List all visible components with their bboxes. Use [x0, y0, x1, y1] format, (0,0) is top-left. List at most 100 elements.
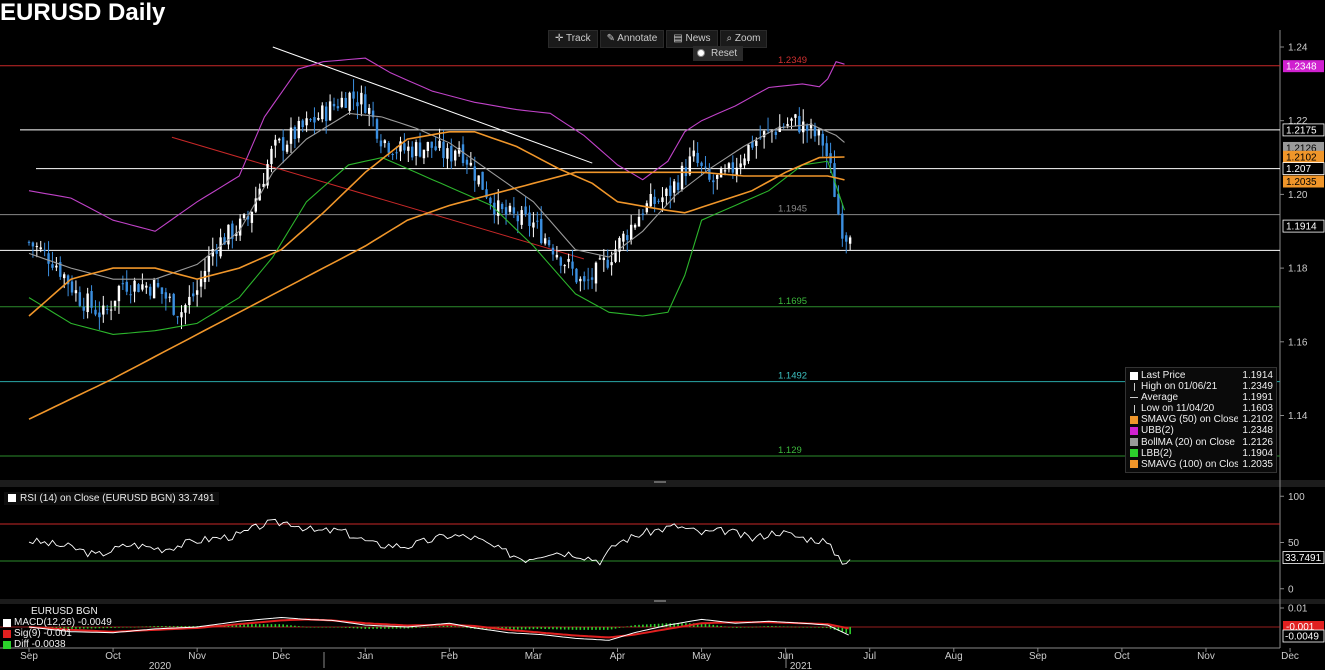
legend-value: 1.1904: [1242, 447, 1273, 459]
candle-body: [586, 279, 590, 281]
macd-histogram-bar: [720, 625, 722, 627]
macd-histogram-bar: [782, 626, 785, 627]
macd-histogram-bar: [657, 623, 660, 627]
macd-histogram-bar: [747, 627, 750, 628]
macd-histogram-bar: [55, 627, 58, 629]
legend-swatch: [1130, 449, 1138, 458]
rsi-tick-label: 0: [1288, 584, 1294, 595]
macd-histogram-bar: [372, 627, 374, 629]
candle-body: [528, 212, 531, 227]
legend-row: BollMA (20) on Close 1.2126: [1130, 437, 1273, 448]
candle-body: [262, 183, 265, 187]
candle-body: [106, 309, 109, 311]
macd-legend-row: MACD(12,26) -0.0049: [3, 617, 112, 628]
macd-histogram-bar: [532, 627, 535, 630]
candle-body: [117, 285, 121, 302]
legend-swatch: [1134, 382, 1135, 391]
legend-swatch: [1130, 415, 1138, 424]
level-label: 1.2349: [778, 55, 807, 66]
candle-body: [129, 294, 132, 296]
level-label: 1.129: [778, 445, 802, 456]
macd-histogram-bar: [71, 627, 73, 629]
macd-histogram-bar: [646, 624, 648, 627]
candle-body: [125, 281, 128, 292]
candle-body: [324, 106, 328, 122]
macd-histogram-bar: [509, 627, 511, 630]
candle-body: [207, 255, 211, 272]
candle-body: [571, 261, 574, 269]
macd-histogram-bar: [571, 627, 574, 630]
upper-bollinger-band-line: [28, 57, 845, 232]
candle-body: [82, 306, 85, 311]
y-tick-label: 1.24: [1288, 43, 1308, 54]
macd-histogram-bar: [317, 627, 320, 628]
macd-histogram-bar: [513, 627, 515, 630]
candle-body: [841, 213, 844, 239]
candle-body: [422, 149, 426, 159]
candle-body: [555, 254, 559, 258]
candle-body: [383, 140, 387, 144]
macd-histogram-bar: [333, 627, 335, 628]
x-tick-label: Nov: [188, 651, 206, 662]
candle-body: [645, 203, 649, 213]
macd-histogram-bar: [516, 627, 519, 630]
candle-body: [332, 103, 336, 107]
candle-body: [418, 142, 422, 157]
macd-histogram-bar: [341, 627, 343, 628]
candle-body: [285, 144, 289, 152]
macd-histogram-bar: [352, 627, 355, 629]
candle-body: [411, 146, 414, 158]
macd-histogram-bar: [278, 624, 281, 627]
candle-body: [845, 235, 848, 242]
candle-body: [223, 237, 226, 245]
macd-histogram-bar: [337, 627, 339, 628]
macd-histogram-bar: [583, 627, 586, 630]
legend-label: SMAVG (50) on Close: [1141, 414, 1239, 426]
track-button[interactable]: ✛ Track: [548, 30, 598, 48]
macd-histogram-bar: [118, 627, 120, 628]
candle-body: [508, 205, 512, 212]
macd-signal-line: [28, 618, 849, 639]
news-button[interactable]: ▤ News: [666, 30, 718, 48]
macd-histogram-bar: [798, 626, 801, 628]
macd-histogram-bar: [94, 627, 97, 629]
candle-body: [371, 110, 375, 118]
magnifier-icon: ⌕: [726, 33, 735, 44]
candle-body: [340, 97, 344, 108]
candle-body: [825, 143, 828, 157]
legend-value: 1.1603: [1242, 403, 1273, 415]
macd-histogram-bar: [626, 626, 629, 627]
rsi-tick-label: 50: [1288, 538, 1300, 549]
candle-body: [848, 237, 852, 244]
annotate-button[interactable]: ✎ Annotate: [599, 30, 665, 48]
candle-body: [407, 146, 410, 151]
candle-body: [520, 210, 523, 225]
candle-body: [305, 118, 308, 126]
x-tick-label: Oct: [1114, 651, 1130, 662]
legend-row: High on 01/06/21 1.2349: [1130, 381, 1273, 392]
macd-histogram-bar: [125, 627, 128, 628]
macd-histogram-bar: [184, 626, 187, 627]
candle-body: [242, 214, 246, 219]
legend-value: 1.1991: [1242, 392, 1273, 404]
macd-histogram-bar: [696, 623, 699, 627]
trendline: [272, 46, 593, 164]
macd-histogram-bar: [348, 627, 351, 629]
legend-swatch: [1130, 438, 1138, 447]
macd-histogram-bar: [810, 627, 812, 628]
macd-histogram-bar: [262, 624, 265, 627]
candle-body: [403, 143, 406, 151]
reset-button[interactable]: Reset: [693, 46, 744, 61]
candle-body: [747, 144, 750, 162]
candle-body: [481, 171, 484, 190]
candle-body: [438, 140, 441, 148]
macd-histogram-bar: [176, 626, 179, 627]
macd-legend: EURUSD BGN MACD(12,26) -0.0049 Sig(9) -0.…: [3, 606, 112, 650]
candle-body: [309, 119, 312, 121]
price-legend: Last Price 1.1914 High on 01/06/21 1.2349 Av…: [1125, 367, 1277, 473]
zoom-button[interactable]: ⌕ Zoom: [719, 30, 768, 48]
pane-grip: [654, 600, 666, 602]
candle-body: [344, 97, 347, 108]
macd-histogram-bar: [700, 623, 703, 627]
